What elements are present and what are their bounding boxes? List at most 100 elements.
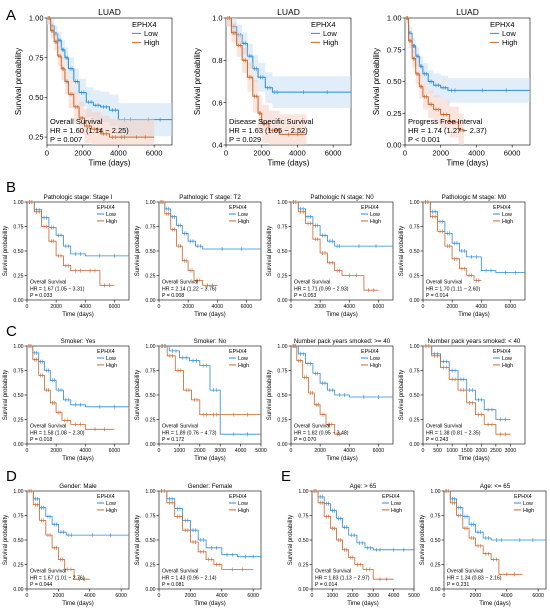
y-axis-label: Survival probability <box>399 226 405 276</box>
y-tick-label: 0.00 <box>145 587 155 593</box>
survival-type-label: Overall Survival <box>50 117 103 126</box>
y-tick-label: 0.50 <box>29 93 44 102</box>
y-tick-label: 1.00 <box>430 489 440 495</box>
legend-label-low: Low <box>523 501 533 507</box>
survival-type-label: Overall Survival <box>30 569 66 575</box>
x-axis-label: Time (days) <box>326 456 357 462</box>
km-plot-8: Smoker: Yes 0.00 0.25 0.50 0.75 1.00 0 2000 4000… <box>3 338 130 462</box>
legend-label-high: High <box>391 508 402 514</box>
y-tick-label: 0.75 <box>29 53 44 62</box>
legend-label-high: High <box>144 38 159 47</box>
y-axis-label: Survival probability <box>135 370 141 420</box>
survival-curve-high <box>27 345 115 430</box>
legend-label-low: Low <box>106 212 116 218</box>
x-tick-label: 0 <box>290 448 293 454</box>
hazard-ratio: HR = 1.38 (0.81 − 2.35) <box>426 430 481 436</box>
km-plot-7: Pathologic M stage: M0 0.00 0.25 0.50 0.75 1.… <box>399 194 526 318</box>
x-tick-label: 6000 <box>373 304 385 310</box>
survival-curve-low <box>423 345 511 420</box>
y-tick-label: 1.00 <box>13 344 23 350</box>
y-tick-label: 1.00 <box>387 14 402 23</box>
y-tick-label: 0.00 <box>298 587 308 593</box>
x-tick-label: 2000 <box>182 304 194 310</box>
x-tick-label: 4000 <box>80 304 92 310</box>
survival-type-label: Overall Survival <box>294 424 330 430</box>
chart-title: Age: > 65 <box>350 483 377 490</box>
km-plot-2: LUAD 0.4 0.6 0.8 1.0 0 2000 4000 6000 Time (days)… <box>193 7 352 168</box>
ci-band-low <box>226 18 351 108</box>
survival-curve-low <box>423 201 525 273</box>
hazard-ratio: HR = 2.14 (1.22 − 3.76) <box>162 286 217 292</box>
x-tick-label: 4000 <box>468 149 485 158</box>
x-tick-label: 4000 <box>216 593 228 599</box>
chart-title: Pathologic M stage: M0 <box>442 194 507 201</box>
km-plot-11: Number pack years smoked: < 40 0.00 0.25 0.… <box>399 338 526 462</box>
p-value: P = 0.008 <box>162 293 184 299</box>
x-tick-label: 3000 <box>505 448 517 454</box>
x-tick-label: 2500 <box>490 448 502 454</box>
panel-letter: B <box>6 179 16 196</box>
x-tick-label: 0 <box>422 448 425 454</box>
survival-type-label: Overall Survival <box>30 424 66 430</box>
y-tick-label: 0.00 <box>387 141 402 150</box>
legend-label-low: Low <box>238 212 248 218</box>
x-tick-label: 0 <box>26 304 29 310</box>
survival-curve-high <box>159 201 218 286</box>
y-tick-label: 0.25 <box>430 562 440 568</box>
hazard-ratio: HR = 1.71 (0.99 − 2.93) <box>294 286 349 292</box>
x-axis-label: Time (days) <box>458 456 489 462</box>
hazard-ratio: HR = 1.34 (0.83 − 2.16) <box>447 575 502 581</box>
y-tick-label: 0.25 <box>298 562 308 568</box>
y-tick-label: 0.50 <box>13 393 23 399</box>
legend-label-low: Low <box>391 501 401 507</box>
km-plot-4: Pathologic stage: Stage I 0.00 0.25 0.50 0.7… <box>3 194 130 318</box>
y-tick-label: 1.00 <box>145 200 155 206</box>
chart-title: Age: <= 65 <box>480 483 511 490</box>
survival-type-label: Progress Free Interval <box>408 117 483 126</box>
legend-label-high: High <box>106 363 117 369</box>
chart-title: Pathologic T stage: T2 <box>179 194 241 201</box>
y-tick-label: 0.25 <box>13 562 23 568</box>
y-axis-label: Survival probability <box>135 515 141 565</box>
legend-title: EPHX4 <box>97 349 115 355</box>
legend-label-low: Low <box>106 356 116 362</box>
legend-label-low: Low <box>370 212 380 218</box>
km-plot-10: Number pack years smoked: >= 40 0.00 0.25 0… <box>267 338 394 462</box>
x-tick-label: 0 <box>311 593 314 599</box>
chart-title: Gender: Male <box>59 483 97 490</box>
y-tick-label: 0.00 <box>409 442 419 448</box>
y-tick-label: 1.00 <box>409 200 419 206</box>
km-plot-5: Pathologic T stage: T2 0.00 0.25 0.50 0.75 1.… <box>135 194 262 318</box>
y-tick-label: 0.25 <box>13 417 23 423</box>
x-tick-label: 2000 <box>432 149 449 158</box>
legend-title: EPHX4 <box>514 494 532 500</box>
x-tick-label: 2000 <box>50 304 62 310</box>
y-tick-label: 1.00 <box>409 344 419 350</box>
legend-title: EPHX4 <box>490 20 515 29</box>
x-tick-label: 3000 <box>367 593 379 599</box>
survival-curve-low <box>27 201 129 257</box>
x-tick-label: 1000 <box>446 448 458 454</box>
hazard-ratio: HR = 1.60 (1.14 − 2.25) <box>50 126 129 135</box>
survival-type-label: Overall Survival <box>426 424 462 430</box>
legend-label-high: High <box>502 219 513 225</box>
survival-type-label: Overall Survival <box>426 280 462 286</box>
y-tick-label: 1.00 <box>13 489 23 495</box>
legend-label-low: Low <box>370 356 380 362</box>
x-tick-label: 6000 <box>109 304 121 310</box>
y-tick-label: 0.00 <box>277 442 287 448</box>
km-plot-6: Pathologic N stage: N0 0.00 0.25 0.50 0.75 1.… <box>267 194 394 318</box>
y-tick-label: 0.75 <box>13 224 23 230</box>
legend-title: EPHX4 <box>97 494 115 500</box>
legend-label-low: Low <box>144 29 158 38</box>
y-tick-label: 0.50 <box>145 249 155 255</box>
y-tick-label: 0.75 <box>430 513 440 519</box>
legend-title: EPHX4 <box>493 205 511 211</box>
legend-label-low: Low <box>238 501 248 507</box>
p-value: P = 0.007 <box>50 135 82 144</box>
survival-curve-high <box>291 201 379 291</box>
x-tick-label: 6000 <box>109 448 121 454</box>
legend-label-high: High <box>502 38 517 47</box>
survival-type-label: Overall Survival <box>315 569 351 575</box>
legend-label-high: High <box>323 38 338 47</box>
